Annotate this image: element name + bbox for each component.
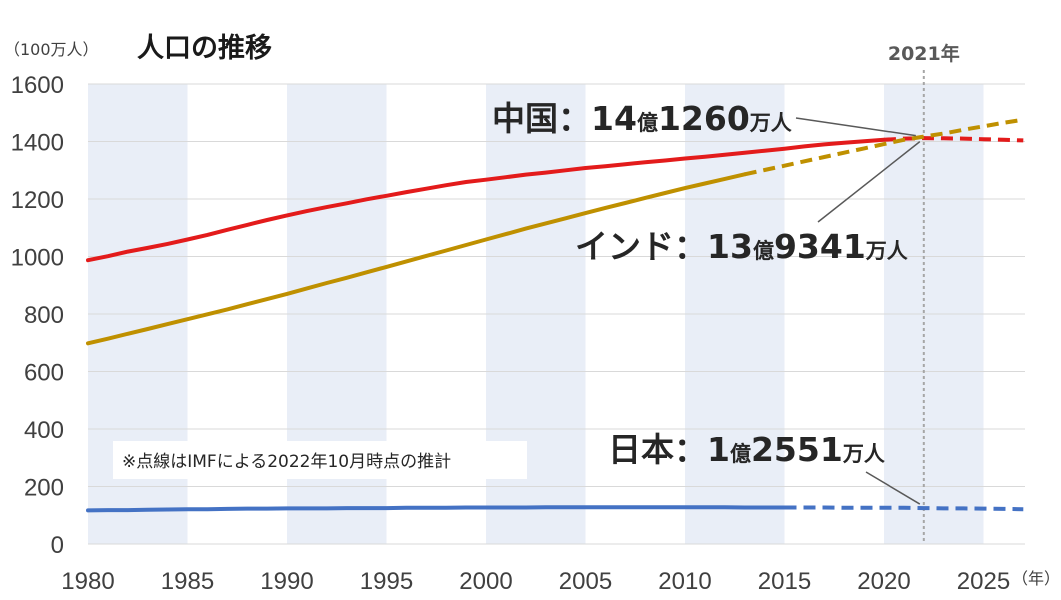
annotation-part: インド： [575, 227, 707, 266]
annotation-part: 2551 [751, 430, 843, 469]
annotation-part: 1 [707, 430, 730, 469]
x-tick-label: 2000 [459, 568, 512, 595]
annotation-leader-line [795, 117, 916, 137]
annotation-part: 万人 [749, 111, 792, 135]
annotation-part: 億 [637, 111, 658, 135]
x-tick-label: 1995 [360, 568, 413, 595]
series-line-actual [86, 505, 787, 513]
y-tick-label: 1000 [11, 245, 64, 272]
annotation-part: 13 [707, 227, 753, 266]
series-line-actual [86, 137, 886, 263]
y-tick-label: 800 [24, 302, 64, 329]
x-tick-label: 2005 [559, 568, 612, 595]
y-tick-label: 1400 [11, 130, 64, 157]
series-line-actual [86, 172, 747, 346]
annotation-leader-line [865, 471, 921, 505]
series-annotation-label: 日本：1億2551万人 [608, 430, 885, 469]
x-axis-unit-label: （年） [1012, 569, 1060, 588]
x-tick-label: 2020 [857, 568, 910, 595]
y-tick-label: 400 [24, 417, 64, 444]
series-line-projected [883, 136, 1024, 143]
chart-title: 人口の推移 [137, 33, 272, 64]
series-lines [86, 117, 1024, 513]
x-tick-label: 1980 [61, 568, 114, 595]
annotation-part: 億 [730, 442, 751, 466]
series-line-projected [744, 117, 1024, 177]
x-tick-label: 1985 [161, 568, 214, 595]
note-box: ※点線はIMFによる2022年10月時点の推計 [113, 441, 527, 479]
annotation-part: 1260 [658, 99, 750, 138]
annotation-part: 中国： [492, 99, 591, 138]
y-tick-label: 1600 [11, 72, 64, 99]
y-tick-label: 0 [51, 532, 64, 559]
y-axis-ticks: 0 200 400 600 800 1000 1200 1400 1600 [11, 72, 64, 559]
annotation-part: 日本： [608, 430, 707, 469]
x-tick-label: 2010 [658, 568, 711, 595]
x-axis-ticks: 1980 1985 1990 1995 2000 2005 2010 2015 2020 2025 [61, 568, 1010, 595]
x-tick-label: 1990 [260, 568, 313, 595]
annotation-part: 万人 [865, 239, 908, 263]
series-line-projected [784, 505, 1024, 512]
year-marker-label: 2021年 [888, 42, 960, 65]
annotation-part: 億 [753, 239, 774, 263]
series-annotation-label: インド：13億9341万人 [575, 227, 908, 266]
x-tick-label: 2015 [758, 568, 811, 595]
y-tick-label: 1200 [11, 187, 64, 214]
y-tick-label: 600 [24, 360, 64, 387]
note-text: ※点線はIMFによる2022年10月時点の推計 [122, 452, 451, 472]
annotation-part: 万人 [842, 442, 885, 466]
y-axis-unit-label: （100万人） [4, 40, 99, 59]
series-annotation-label: 中国：14億1260万人 [492, 99, 792, 138]
annotation-part: 9341 [774, 227, 866, 266]
annotation-part: 14 [591, 99, 637, 138]
y-tick-label: 200 [24, 475, 64, 502]
x-tick-label: 2025 [957, 568, 1010, 595]
annotation-leader-line [817, 141, 921, 223]
